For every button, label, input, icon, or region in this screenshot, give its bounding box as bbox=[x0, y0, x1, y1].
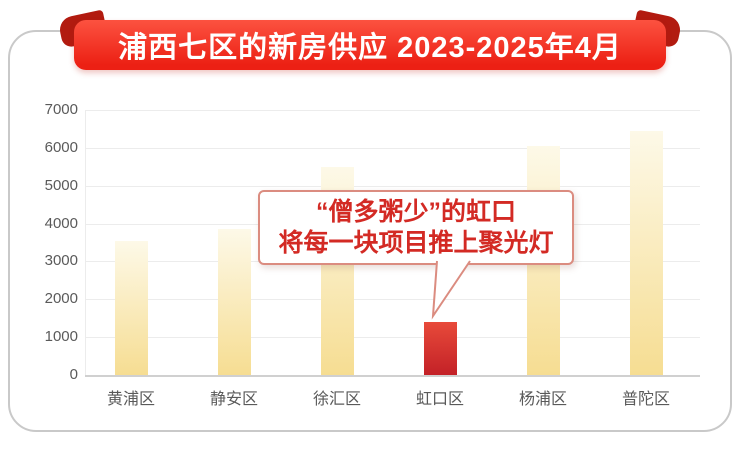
page-title: 浦西七区的新房供应 2023-2025年4月 bbox=[118, 32, 622, 64]
y-tick-label-1000: 1000 bbox=[44, 328, 78, 346]
y-tick-label-2000: 2000 bbox=[44, 290, 78, 308]
y-tick-label-4000: 4000 bbox=[44, 214, 78, 232]
title-ribbon: 浦西七区的新房供应 2023-2025年4月 bbox=[74, 20, 666, 70]
bar-静安区 bbox=[217, 229, 251, 375]
y-tick-label-7000: 7000 bbox=[44, 101, 78, 118]
gridline-6000 bbox=[85, 147, 700, 149]
x-tick-label-虹口区: 虹口区 bbox=[415, 391, 464, 408]
x-tick-label-黄浦区: 黄浦区 bbox=[106, 391, 155, 408]
y-tick-label-5000: 5000 bbox=[44, 176, 78, 194]
gridline-7000 bbox=[85, 110, 700, 111]
y-tick-label-0: 0 bbox=[69, 366, 78, 383]
bar-虹口区 bbox=[423, 322, 457, 375]
gridline-2000 bbox=[85, 299, 700, 301]
callout-line-1: “僧多粥少”的虹口 bbox=[315, 197, 516, 226]
gridline-5000 bbox=[85, 185, 700, 187]
callout-box: “僧多粥少”的虹口 将每一块项目推上聚光灯 bbox=[258, 190, 574, 265]
x-tick-label-杨浦区: 杨浦区 bbox=[518, 391, 567, 408]
y-tick-label-6000: 6000 bbox=[44, 138, 78, 156]
gridline-0 bbox=[85, 375, 700, 377]
x-tick-label-普陀区: 普陀区 bbox=[621, 391, 670, 408]
x-tick-label-静安区: 静安区 bbox=[209, 391, 258, 408]
bar-普陀区 bbox=[629, 130, 663, 375]
y-axis-line bbox=[85, 110, 86, 375]
callout-line-2: 将每一块项目推上聚光灯 bbox=[278, 228, 554, 257]
callout-tail bbox=[431, 260, 471, 320]
x-tick-label-徐汇区: 徐汇区 bbox=[312, 391, 361, 408]
y-tick-label-3000: 3000 bbox=[44, 252, 78, 270]
bar-黄浦区 bbox=[114, 240, 148, 375]
gridline-1000 bbox=[85, 337, 700, 339]
